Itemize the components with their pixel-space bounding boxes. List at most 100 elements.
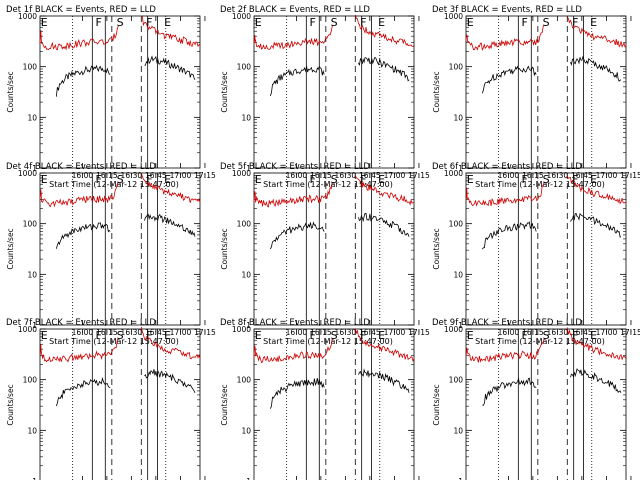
events-series-line	[144, 55, 196, 80]
segment-marker-label: E	[467, 329, 474, 342]
lld-series-line	[140, 326, 201, 360]
segment-marker-label: F	[96, 173, 102, 186]
plot-frame	[253, 328, 415, 480]
chart-title: Det 9f BLACK = Events, RED = LLD	[432, 318, 582, 328]
segment-marker-label: F	[96, 16, 102, 29]
segment-marker-label: S	[543, 329, 550, 342]
lld-series-line	[39, 25, 119, 51]
x-axis-label: Start Time (12-Mar-12 15:47:00)	[263, 180, 393, 189]
segment-marker-label: E	[255, 16, 262, 29]
y-tick-label: 1	[32, 321, 37, 330]
y-tick-label: 10	[27, 426, 37, 435]
y-tick-label: 1000	[232, 325, 251, 334]
y-tick-label: 1000	[444, 12, 463, 21]
chart-title: Det 3f BLACK = Events, RED = LLD	[432, 5, 582, 15]
segment-marker-label: E	[164, 329, 171, 342]
segment-marker-label: E	[378, 173, 385, 186]
segment-marker-label: S	[331, 329, 338, 342]
segment-marker-label: S	[117, 173, 124, 186]
chart-title: Det 6f BLACK = Events, RED = LLD	[432, 162, 582, 172]
events-series-line	[358, 213, 410, 237]
y-tick-label: 1000	[18, 169, 37, 178]
segment-marker-label: F	[146, 16, 152, 29]
chart-panel-9: Det 9f BLACK = Events, RED = LLD11010010…	[432, 318, 632, 480]
segment-marker-label: E	[590, 173, 597, 186]
lld-series-line	[465, 25, 545, 52]
segment-marker-label: E	[255, 173, 262, 186]
y-axis-label: Counts/sec	[432, 71, 441, 112]
y-tick-label: 10	[27, 270, 37, 279]
segment-marker-label: E	[41, 173, 48, 186]
events-series-line	[482, 377, 537, 406]
events-series-line	[55, 64, 111, 97]
y-tick-label: 10	[241, 270, 251, 279]
segment-marker-label: E	[41, 329, 48, 342]
y-tick-label: 10	[453, 270, 463, 279]
plot-frame	[39, 15, 201, 169]
y-tick-label: 10	[241, 113, 251, 122]
segment-marker-label: E	[378, 16, 385, 29]
segment-marker-label: E	[164, 16, 171, 29]
x-axis-label: Start Time (12-Mar-12 15:47:00)	[49, 180, 179, 189]
segment-marker-label: S	[331, 173, 338, 186]
lld-series-line	[253, 25, 333, 50]
y-tick-label: 100	[237, 376, 252, 385]
y-tick-label: 1	[458, 477, 463, 480]
y-axis-label: Counts/sec	[220, 71, 229, 112]
segment-marker-label: F	[572, 16, 578, 29]
y-axis-label: Counts/sec	[6, 228, 15, 269]
chart-title: Det 4f BLACK = Events, RED = LLD	[6, 162, 156, 172]
segment-marker-label: F	[146, 329, 152, 342]
y-axis-label: Counts/sec	[432, 228, 441, 269]
segment-marker-label: S	[543, 16, 550, 29]
y-tick-label: 100	[449, 220, 464, 229]
segment-marker-label: F	[522, 329, 528, 342]
y-tick-label: 1	[458, 321, 463, 330]
events-series-line	[570, 55, 622, 82]
segment-marker-label: E	[467, 173, 474, 186]
segment-marker-label: E	[590, 329, 597, 342]
segment-marker-label: F	[146, 173, 152, 186]
plot-frame	[253, 172, 415, 326]
y-axis-label: Counts/sec	[432, 384, 441, 425]
y-tick-label: 100	[449, 63, 464, 72]
y-tick-label: 1	[246, 321, 251, 330]
segment-marker-label: F	[360, 16, 366, 29]
segment-marker-label: F	[572, 173, 578, 186]
plot-frame	[39, 328, 201, 480]
y-tick-label: 1	[458, 164, 463, 173]
segment-marker-label: F	[96, 329, 102, 342]
events-series-line	[570, 213, 622, 238]
events-series-line	[269, 65, 325, 96]
y-tick-label: 10	[27, 113, 37, 122]
lld-series-line	[39, 182, 119, 208]
lld-series-line	[465, 182, 545, 207]
y-tick-label: 100	[23, 220, 38, 229]
lld-series-line	[39, 338, 119, 363]
events-series-line	[144, 369, 196, 393]
plot-frame	[465, 328, 627, 480]
chart-title: Det 2f BLACK = Events, RED = LLD	[220, 5, 370, 15]
y-tick-label: 1000	[232, 12, 251, 21]
y-axis-label: Counts/sec	[220, 384, 229, 425]
y-tick-label: 10	[241, 426, 251, 435]
plot-frame	[465, 15, 627, 169]
x-axis-label: Start Time (12-Mar-12 15:47:00)	[475, 180, 605, 189]
chart-title: Det 8f BLACK = Events, RED = LLD	[220, 318, 370, 328]
segment-marker-label: E	[467, 16, 474, 29]
segment-marker-label: E	[255, 329, 262, 342]
plot-frame	[465, 172, 627, 326]
chart-title: Det 7f BLACK = Events, RED = LLD	[6, 318, 156, 328]
segment-marker-label: F	[522, 173, 528, 186]
chart-title: Det 5f BLACK = Events, RED = LLD	[220, 162, 370, 172]
lld-series-line	[354, 14, 415, 47]
y-axis-label: Counts/sec	[6, 71, 15, 112]
segment-marker-label: F	[310, 329, 316, 342]
y-tick-label: 10	[453, 113, 463, 122]
x-tick-label: 17:15	[620, 328, 640, 337]
segment-marker-label: S	[331, 16, 338, 29]
x-axis-label: Start Time (12-Mar-12 15:47:00)	[263, 337, 393, 346]
events-series-line	[55, 222, 111, 249]
events-series-line	[358, 368, 410, 393]
